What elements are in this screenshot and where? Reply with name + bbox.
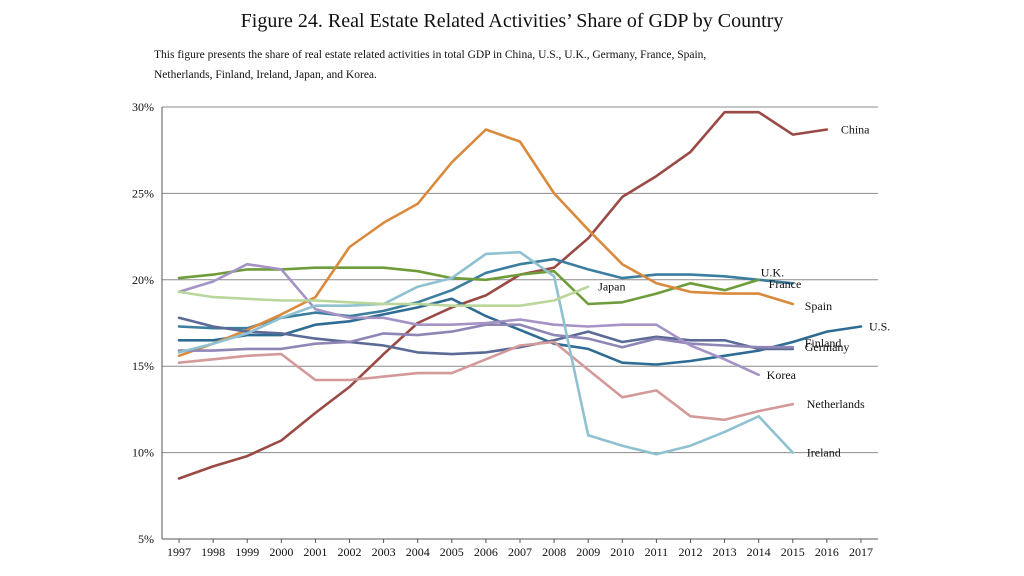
y-tick-label: 5%: [138, 532, 154, 546]
x-tick-label: 2008: [542, 545, 566, 559]
x-tick-label: 2012: [678, 545, 702, 559]
y-tick-label: 15%: [132, 359, 154, 373]
x-tick-label: 2013: [713, 545, 737, 559]
x-tick-label: 1999: [235, 545, 259, 559]
series-line-netherlands: [177, 340, 795, 422]
x-tick-label: 2016: [815, 545, 839, 559]
series-label-japan: Japan: [598, 280, 625, 294]
x-tick-label: 2010: [610, 545, 634, 559]
x-tick-label: 2000: [269, 545, 293, 559]
x-tick-label: 2006: [474, 545, 498, 559]
axes: 5% 10% 15% 20% 25% 30% 1997 1998 1999 2000 2001 200…: [132, 100, 878, 559]
series-line-spain: [177, 128, 795, 358]
series-label-u-k: U.K.: [761, 265, 784, 279]
y-tick-label: 20%: [132, 273, 154, 287]
x-tick-label: 2003: [372, 545, 396, 559]
gridlines: [162, 106, 878, 454]
x-tick-label: 1998: [201, 545, 225, 559]
series-line-china: [177, 110, 829, 480]
y-tick-label: 25%: [132, 186, 154, 200]
series-label-u-s: U.S.: [869, 319, 890, 333]
series-label-germany: Germany: [805, 340, 850, 354]
series-label-china: China: [841, 122, 870, 136]
series-label-netherlands: Netherlands: [807, 397, 865, 411]
x-tick-label: 2001: [303, 545, 327, 559]
y-tick-label: 10%: [132, 446, 154, 460]
x-tick-label: 2014: [747, 545, 771, 559]
x-tick-label: 2002: [338, 545, 362, 559]
series-label-spain: Spain: [805, 299, 832, 313]
chart-title: Figure 24. Real Estate Related Activitie…: [240, 10, 784, 32]
series-line-japan: [177, 285, 590, 308]
chart-caption: This figure presents the share of real e…: [154, 45, 854, 85]
series-line-finland: [177, 316, 795, 356]
series-line-u-s: [177, 297, 863, 366]
series-lines: [177, 110, 863, 480]
series-line-germany: [177, 323, 795, 352]
x-tick-label: 2007: [508, 545, 532, 559]
x-tick-label: 2015: [781, 545, 805, 559]
series-line-ireland: [177, 250, 795, 456]
caption-line-2: Netherlands, Finland, Ireland, Japan, an…: [154, 69, 377, 81]
x-tick-label: 1997: [167, 545, 191, 559]
series-label-korea: Korea: [767, 368, 797, 382]
series-label-finland: Finland: [805, 336, 842, 350]
series-line-korea: [177, 262, 761, 377]
x-tick-label: 2009: [576, 545, 600, 559]
series-label-ireland: Ireland: [807, 446, 841, 460]
caption-line-1: This figure presents the share of real e…: [154, 49, 707, 61]
y-tick-label: 30%: [132, 100, 154, 114]
series-label-france: France: [769, 277, 802, 291]
x-tick-label: 2004: [406, 545, 430, 559]
x-tick-label: 2011: [645, 545, 669, 559]
x-tick-label: 2017: [849, 545, 873, 559]
x-tick-label: 2005: [440, 545, 464, 559]
